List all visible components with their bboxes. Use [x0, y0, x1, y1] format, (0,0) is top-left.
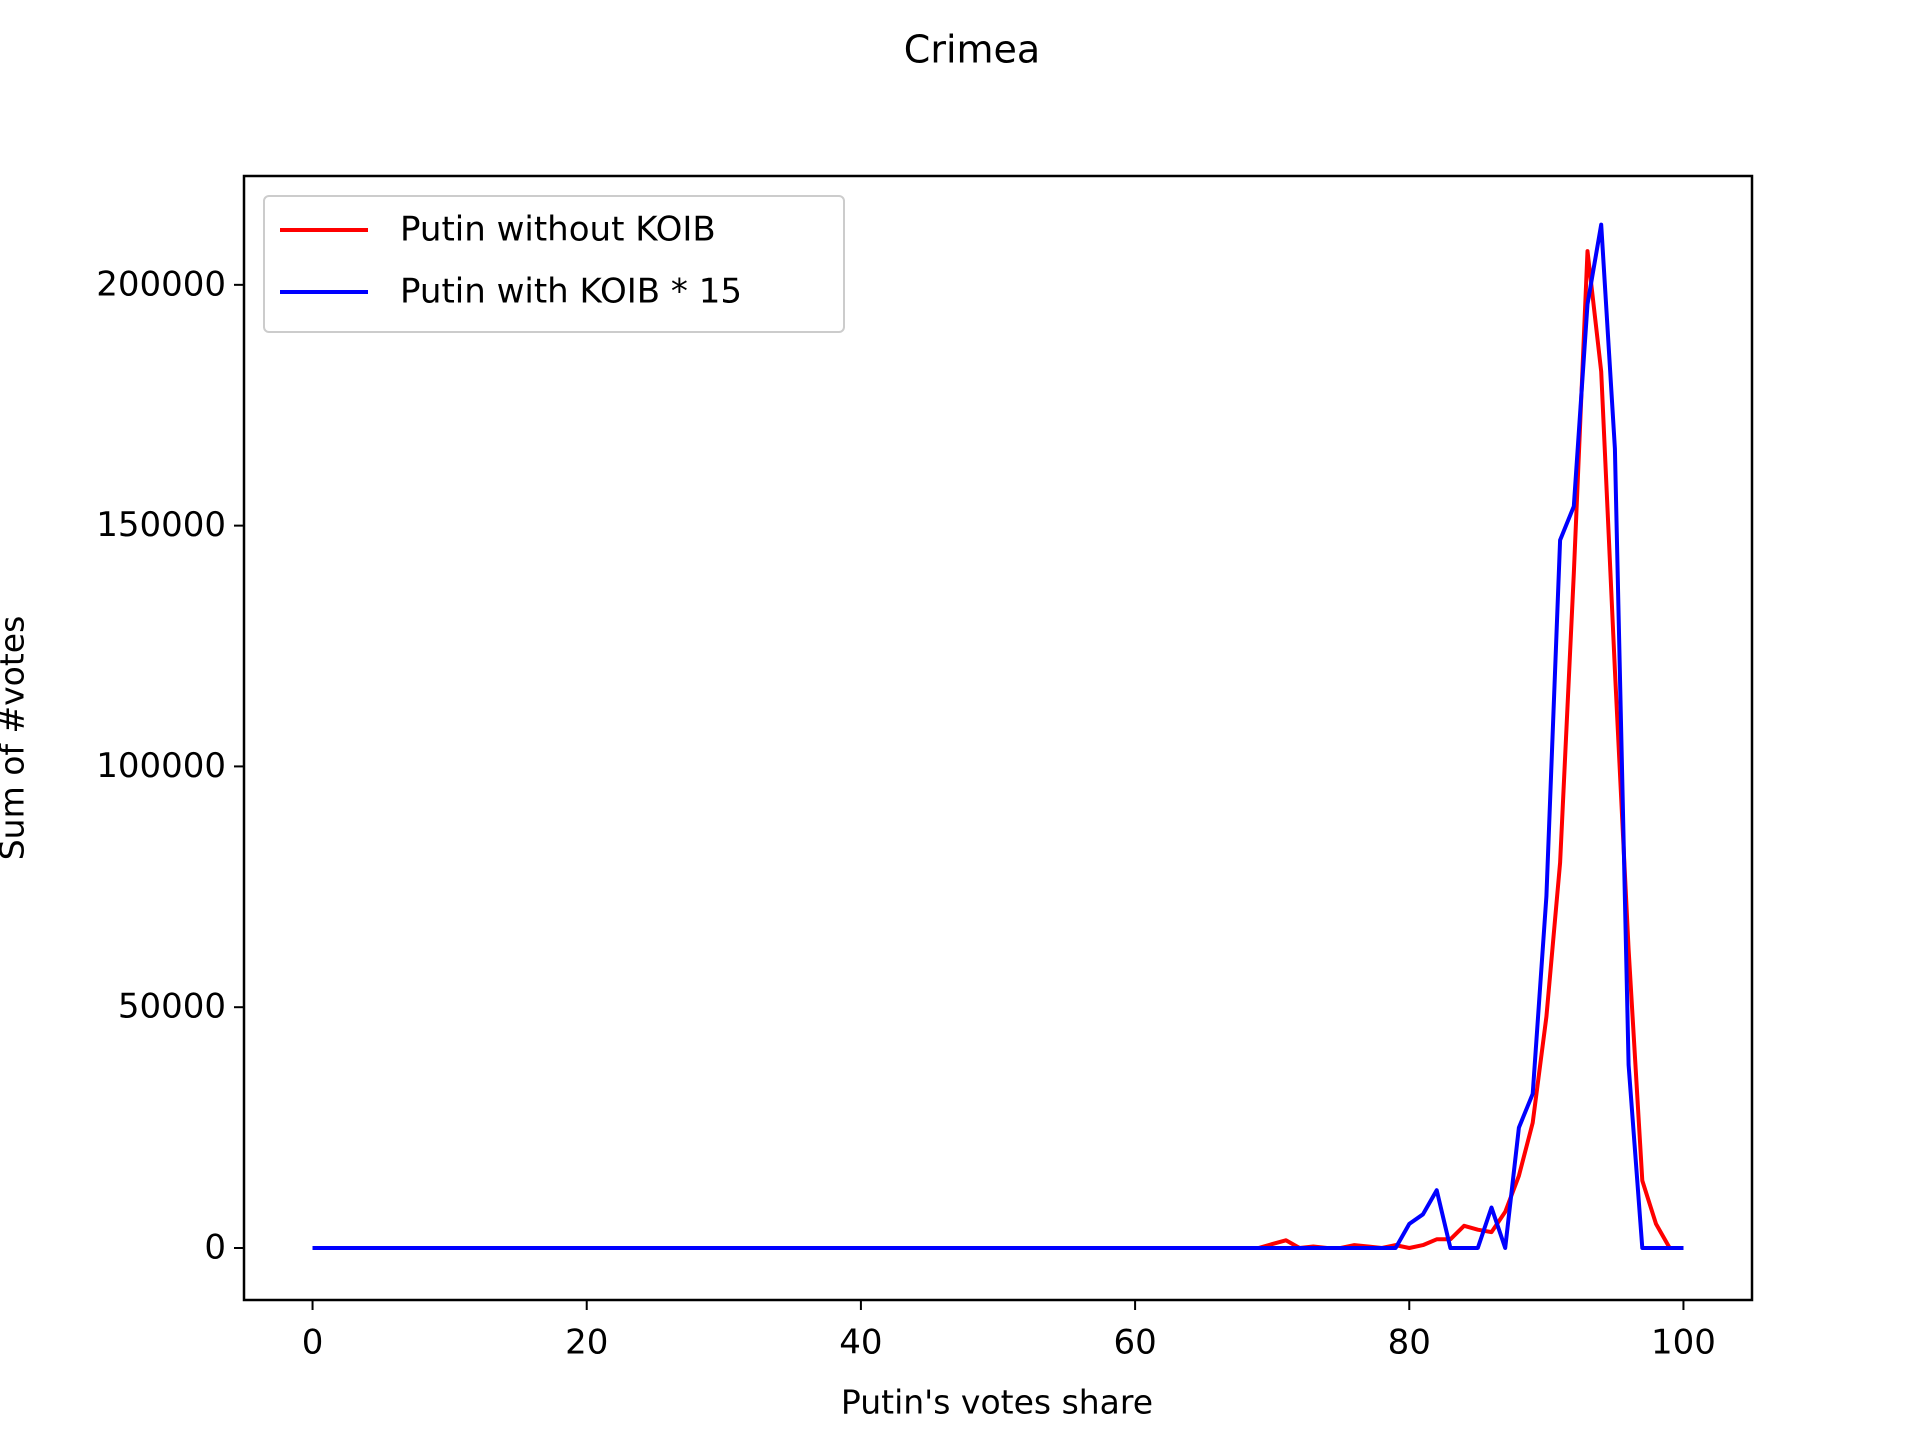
x-axis-label: Putin's votes share [841, 1383, 1153, 1422]
x-tick-label: 20 [565, 1323, 608, 1363]
x-tick-label: 80 [1388, 1323, 1431, 1363]
plot-area [242, 174, 1754, 1302]
legend-label-putin-with-koib: Putin with KOIB * 15 [400, 272, 742, 312]
legend-label-putin-without-koib: Putin without KOIB [400, 210, 716, 250]
chart-title: Crimea [904, 28, 1040, 72]
y-tick-label: 150000 [96, 505, 226, 545]
y-axis-label: Sum of #votes [0, 616, 32, 861]
y-axis: 0 50000 100000 150000 200000 [96, 264, 244, 1267]
y-tick-label: 200000 [96, 264, 226, 304]
x-tick-label: 100 [1651, 1323, 1716, 1363]
y-tick-label: 50000 [118, 987, 226, 1027]
series-layer [312, 222, 1684, 1250]
x-tick-label: 40 [839, 1323, 882, 1363]
legend-box [263, 195, 845, 333]
y-tick-label: 0 [204, 1227, 226, 1267]
y-tick-label: 100000 [96, 746, 226, 786]
x-tick-label: 60 [1113, 1323, 1156, 1363]
series-line-putin-with-koib [312, 222, 1684, 1250]
legend: Putin without KOIB Putin with KOIB * 15 [263, 195, 845, 333]
x-tick-label: 0 [302, 1323, 324, 1363]
plot-frame [242, 174, 1754, 1302]
x-axis: 0 20 40 60 80 100 [302, 1300, 1716, 1363]
